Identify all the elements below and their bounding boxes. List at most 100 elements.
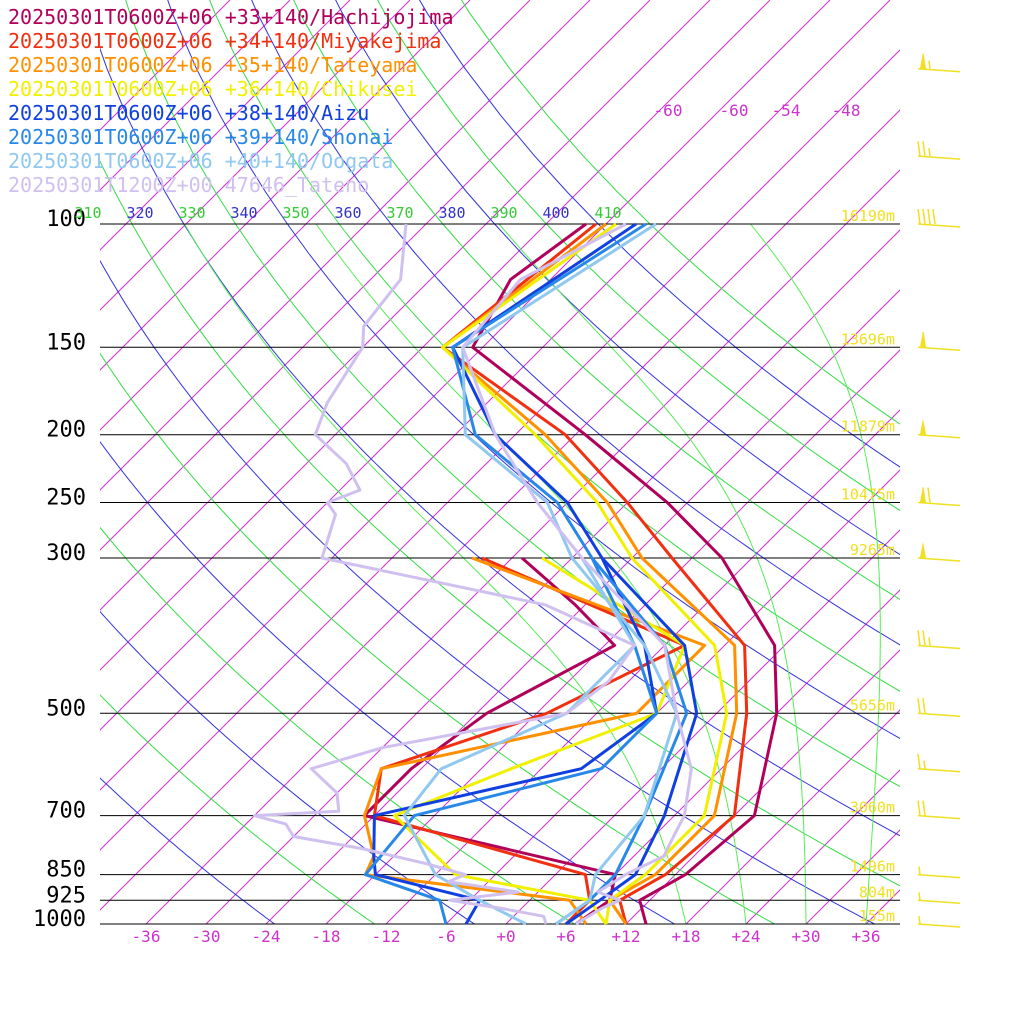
dry-adiabat-line [100, 694, 376, 924]
temperature-tick-label: +36 [852, 927, 881, 946]
isotherm-line [625, 649, 900, 924]
theta-label: 350 [282, 204, 309, 222]
wind-barb-half-flag [918, 866, 921, 875]
wind-barb-staff [917, 557, 961, 562]
wind-barb-flag [927, 487, 931, 503]
wind-barb [917, 866, 961, 879]
theta-label: 310 [74, 204, 101, 222]
wind-barb-flag [917, 630, 921, 646]
temperature-tick-label: +18 [672, 927, 701, 946]
grid-clip-group [100, 0, 1024, 924]
wind-barb [917, 52, 961, 73]
wind-barb [917, 753, 961, 773]
wind-barb [917, 698, 961, 718]
wind-barb-staff [917, 644, 961, 650]
wind-barb-flag [917, 698, 921, 714]
dewpoint-line [402, 557, 637, 926]
isotherm-label: -60 [654, 101, 683, 120]
legend-entry: 20250301T1200Z+00 47646_Tateno [8, 173, 369, 197]
theta-label: 370 [386, 204, 413, 222]
legend-entry: 20250301T0600Z+06 +33+140/Hachijojima [8, 5, 454, 29]
wind-barb-staff [917, 67, 961, 73]
wind-barb-staff [917, 155, 961, 160]
wind-barb [917, 208, 961, 228]
wind-barb-flag [922, 800, 926, 816]
dewpoint-line [372, 556, 687, 926]
moist-adiabat-line [498, 223, 807, 924]
isotherm-label: -54 [772, 101, 801, 120]
wind-barb-flag [917, 800, 921, 816]
isotherm-line [100, 0, 471, 371]
theta-label: 320 [126, 204, 153, 222]
isotherm-line [265, 289, 900, 924]
wind-barb-half-flag [918, 892, 921, 901]
isotherm-line [100, 49, 900, 851]
theta-label: 380 [438, 204, 465, 222]
isotherm-line [145, 169, 900, 924]
isotherm-line [100, 0, 891, 791]
legend-entry: 20250301T0600Z+06 +35+140/Tateyama [8, 53, 417, 77]
wind-barb-column [917, 52, 961, 928]
dry-adiabat-line [100, 47, 900, 837]
sounding-profiles [252, 222, 779, 926]
isotherm-line [100, 0, 711, 611]
wind-barb-flag [917, 208, 921, 225]
wind-barb [917, 541, 961, 562]
dry-adiabat-line [100, 259, 876, 924]
wind-barb-staff [917, 923, 961, 928]
height-label: 16190m [841, 207, 895, 225]
dewpoint-line [392, 556, 687, 925]
wind-barb-flag [917, 753, 921, 769]
theta-label: 390 [490, 204, 517, 222]
wind-barb-staff [917, 873, 961, 879]
theta-label: 410 [594, 204, 621, 222]
wind-barb-staff [917, 814, 961, 820]
temperature-tick-label: +6 [556, 927, 575, 946]
pressure-label: 300 [46, 541, 86, 566]
temperature-tick-label: -36 [132, 927, 161, 946]
wind-barb-staff [917, 223, 961, 228]
dry-adiabat-line [100, 352, 776, 924]
isotherm-line [205, 229, 900, 924]
isotherm-label: -48 [832, 101, 861, 120]
temperature-tick-label: -6 [436, 927, 455, 946]
legend: 20250301T0600Z+06 +33+140/Hachijojima202… [8, 5, 454, 197]
height-label: 3060m [850, 799, 895, 817]
dry-adiabat-line [293, 0, 900, 600]
wind-barb [917, 141, 961, 160]
pressure-label: 200 [46, 418, 86, 443]
temperature-tick-label: +24 [732, 927, 761, 946]
isotherm-line [100, 0, 411, 311]
isotherm-line [865, 889, 900, 924]
temperature-line [441, 222, 749, 925]
isotherm-line [325, 349, 900, 924]
wind-barb [917, 892, 961, 905]
wind-barb-half-flag [918, 915, 921, 925]
dry-adiabat-line [100, 777, 276, 924]
pressure-label: 850 [46, 858, 86, 883]
height-label: 1496m [850, 858, 895, 876]
temperature-tick-label: -24 [252, 927, 281, 946]
wind-barb-staff [917, 899, 961, 905]
temperature-tick-label: +12 [612, 927, 641, 946]
pressure-label: 100 [46, 207, 86, 232]
legend-entry: 20250301T0600Z+06 +34+140/Miyakejima [8, 29, 441, 53]
isotherm-line [565, 589, 900, 924]
height-label: 9265m [850, 541, 895, 559]
wind-barb-staff [917, 433, 961, 439]
wind-barb [917, 418, 961, 439]
pressure-label: 500 [46, 696, 86, 721]
wind-barb-staff [917, 712, 961, 718]
wind-barb-flag [922, 630, 926, 646]
dewpoint-line [372, 557, 659, 925]
temperature-tick-label: -30 [192, 927, 221, 946]
dewpoint-line [363, 557, 659, 925]
isotherm-line [986, 0, 1024, 924]
wind-barb-flag [922, 487, 926, 503]
isotherm-line [926, 0, 1024, 924]
isotherm-line [100, 0, 531, 431]
temperature-line [461, 222, 693, 926]
pressure-label: 925 [46, 883, 86, 908]
